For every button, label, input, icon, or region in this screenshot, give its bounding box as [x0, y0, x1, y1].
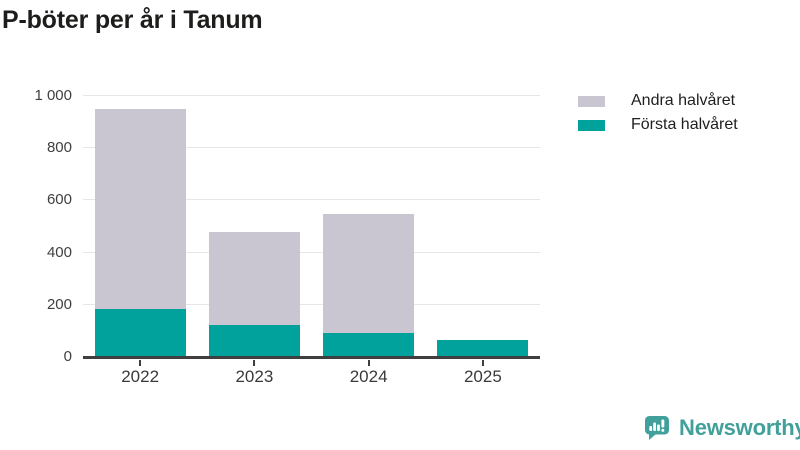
- y-axis-tick-label: 400: [46, 243, 72, 261]
- x-axis-tick-label-2024: 2024: [349, 367, 388, 386]
- y-axis-tick-label: 0: [63, 348, 72, 365]
- gridline-400: [83, 251, 540, 253]
- legend-label: Andra halvåret: [631, 92, 736, 109]
- x-axis-tick: [367, 360, 370, 366]
- gridline-600: [83, 199, 540, 201]
- gridline-200: [83, 303, 540, 305]
- gridline-1000: [83, 95, 540, 96]
- legend-swatch-teal: [578, 119, 605, 131]
- x-axis-tick-label-2025: 2025: [463, 367, 502, 386]
- newsworthy-logo-text: Newsworthy: [679, 415, 800, 440]
- y-axis-tick-label: 1 000: [34, 87, 72, 104]
- bar-2024-f-rsta-halv-ret: [323, 332, 415, 356]
- bar-2023-f-rsta-halv-ret: [208, 324, 300, 356]
- legend-label: Första halvåret: [631, 116, 738, 133]
- gridline-800: [83, 147, 540, 149]
- newsworthy-logo[interactable]: Newsworthy: [643, 414, 800, 442]
- chart-legend: Andra halvåret Första halvåret: [578, 92, 738, 140]
- legend-swatch-gray: [578, 95, 605, 107]
- x-axis-tick-label-2022: 2022: [121, 367, 160, 386]
- legend-item-andra-halvaret: Andra halvåret: [578, 92, 738, 110]
- y-axis-tick-label: 200: [46, 295, 72, 313]
- x-axis-tick: [481, 360, 484, 366]
- bar-2024-andra-halv-ret: [323, 213, 415, 333]
- y-axis-tick-label: 600: [46, 191, 72, 209]
- page-title: P-böter per år i Tanum: [2, 6, 263, 34]
- x-axis-tick: [139, 360, 142, 366]
- x-axis-line: [83, 356, 540, 359]
- bar-2023-andra-halv-ret: [208, 232, 300, 325]
- x-axis-tick: [253, 360, 256, 366]
- bar-chart-speech-bubble-icon: [643, 414, 671, 442]
- bar-2022-f-rsta-halv-ret: [94, 309, 186, 356]
- bar-2025-f-rsta-halv-ret: [437, 340, 529, 356]
- bar-2022-andra-halv-ret: [94, 109, 186, 309]
- bar-chart-plot-area: 0 200 400 600 800 1 000 2022 2023 2024 2025: [34, 87, 540, 386]
- y-axis-tick-label: 800: [46, 139, 72, 157]
- x-axis-tick-label-2023: 2023: [235, 367, 274, 386]
- legend-item-forsta-halvaret: Första halvåret: [578, 116, 738, 134]
